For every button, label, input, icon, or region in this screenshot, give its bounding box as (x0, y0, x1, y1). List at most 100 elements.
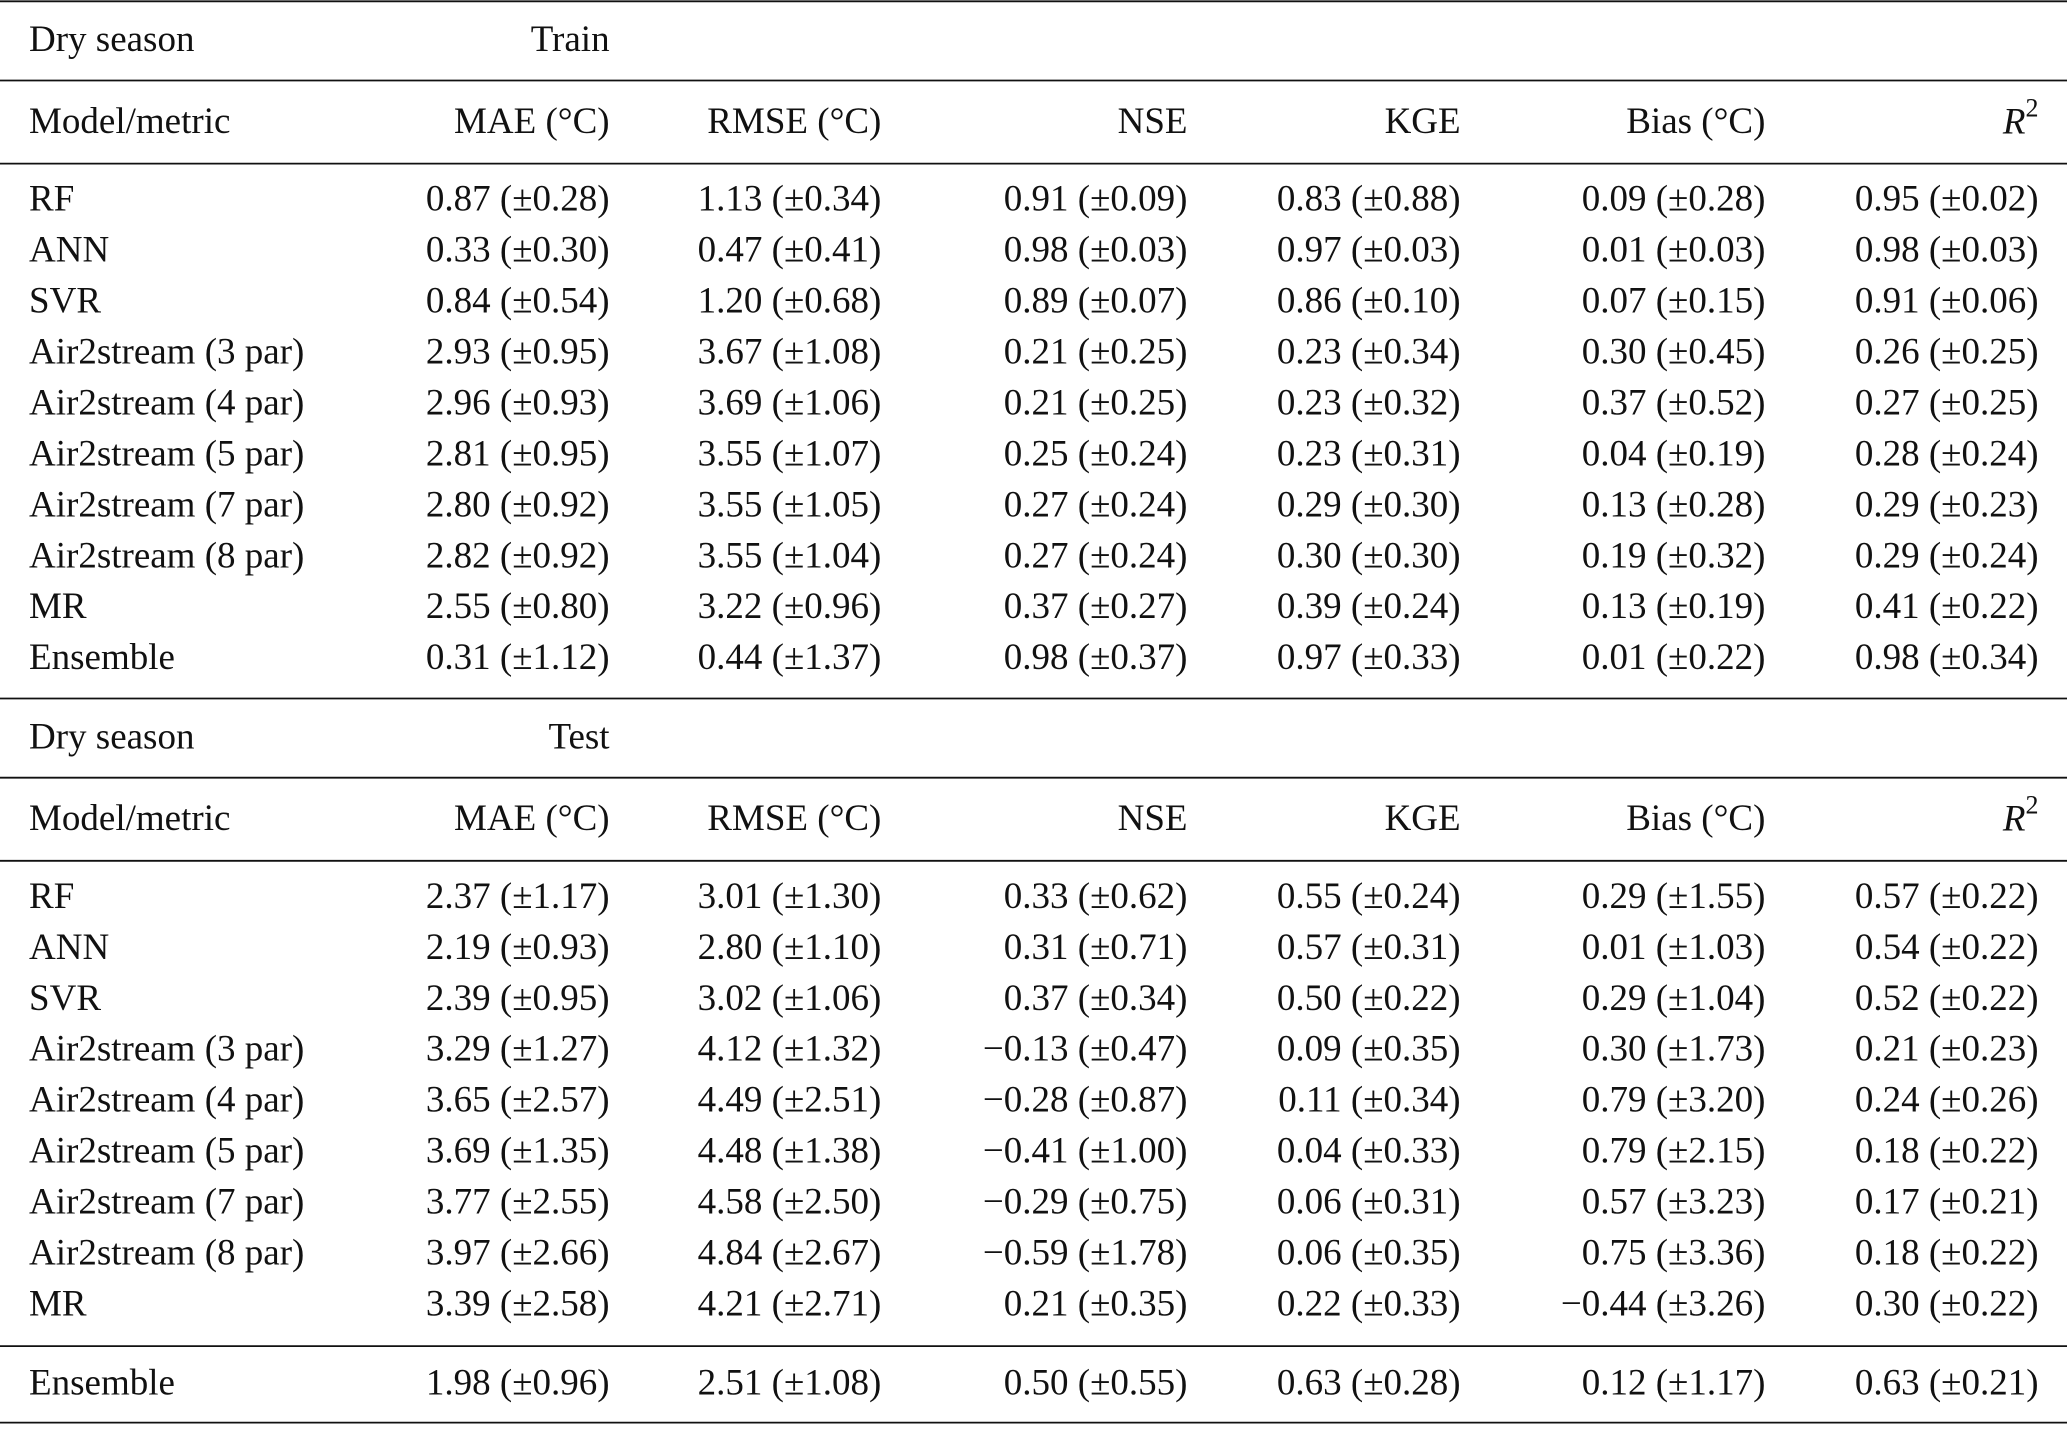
model-name: ANN (29, 230, 109, 271)
cell: 0.23 (±0.34) (1277, 332, 1461, 373)
model-name: Air2stream (8 par) (29, 1232, 304, 1273)
cell: 0.95 (±0.02) (1855, 179, 2039, 220)
cell: 1.20 (±0.68) (698, 281, 882, 322)
cell: 0.52 (±0.22) (1855, 978, 2039, 1019)
cell: 0.83 (±0.88) (1277, 179, 1461, 220)
cell: 0.24 (±0.26) (1855, 1080, 2039, 1121)
cell: 0.31 (±1.12) (426, 637, 610, 678)
column-header: KGE (1385, 101, 1461, 142)
cell: 4.12 (±1.32) (698, 1029, 882, 1070)
section-label: Dry season (29, 19, 194, 60)
cell: −0.28 (±0.87) (983, 1080, 1188, 1121)
cell: 0.21 (±0.25) (1004, 332, 1188, 373)
cell: −0.44 (±3.26) (1561, 1283, 1766, 1324)
cell: 2.19 (±0.93) (426, 927, 610, 968)
column-header: RMSE (°C) (707, 101, 881, 142)
column-header: NSE (1118, 798, 1188, 839)
cell: 1.98 (±0.96) (426, 1363, 610, 1404)
model-name: SVR (29, 281, 101, 322)
cell: 0.50 (±0.22) (1277, 978, 1461, 1019)
column-header: Model/metric (29, 798, 230, 839)
cell: 0.09 (±0.28) (1582, 179, 1766, 220)
model-name: Ensemble (29, 1363, 175, 1404)
cell: 0.89 (±0.07) (1004, 281, 1188, 322)
cell: 3.39 (±2.58) (426, 1283, 610, 1324)
cell: 0.30 (±0.22) (1855, 1283, 2039, 1324)
cell: 0.18 (±0.22) (1855, 1131, 2039, 1172)
cell: 0.57 (±0.22) (1855, 876, 2039, 917)
cell: 0.29 (±1.55) (1582, 876, 1766, 917)
cell: 0.98 (±0.03) (1004, 230, 1188, 271)
cell: 1.13 (±0.34) (698, 179, 882, 220)
cell: 0.63 (±0.21) (1855, 1363, 2039, 1404)
cell: 3.97 (±2.66) (426, 1232, 610, 1273)
cell: 4.49 (±2.51) (698, 1080, 882, 1121)
cell: 0.27 (±0.24) (1004, 484, 1188, 525)
model-name: Air2stream (4 par) (29, 1080, 304, 1121)
cell: 0.06 (±0.35) (1277, 1232, 1461, 1273)
column-header: RMSE (°C) (707, 798, 881, 839)
cell: 3.69 (±1.06) (698, 382, 882, 423)
model-name: Air2stream (7 par) (29, 1182, 304, 1223)
cell: 0.13 (±0.28) (1582, 484, 1766, 525)
cell: 0.01 (±0.22) (1582, 637, 1766, 678)
column-header: R2 (2002, 93, 2039, 142)
model-name: Air2stream (3 par) (29, 1029, 304, 1070)
cell: 0.01 (±0.03) (1582, 230, 1766, 271)
cell: 3.67 (±1.08) (698, 332, 882, 373)
cell: 2.51 (±1.08) (698, 1363, 882, 1404)
header-text: R (2002, 798, 2026, 839)
cell: 2.80 (±1.10) (698, 927, 882, 968)
cell: 0.19 (±0.32) (1582, 535, 1766, 576)
cell: 0.57 (±0.31) (1277, 927, 1461, 968)
model-name: Air2stream (5 par) (29, 1131, 304, 1172)
column-header: Bias (°C) (1626, 798, 1765, 839)
cell: −0.13 (±0.47) (983, 1029, 1188, 1070)
cell: 3.22 (±0.96) (698, 586, 882, 627)
cell: 0.04 (±0.19) (1582, 433, 1766, 474)
column-header: MAE (°C) (454, 798, 610, 839)
model-name: Air2stream (8 par) (29, 535, 304, 576)
cell: 2.55 (±0.80) (426, 586, 610, 627)
cell: 0.37 (±0.34) (1004, 978, 1188, 1019)
model-name: MR (29, 1283, 87, 1324)
cell: 0.21 (±0.23) (1855, 1029, 2039, 1070)
model-name: Ensemble (29, 637, 175, 678)
cell: 0.09 (±0.35) (1277, 1029, 1461, 1070)
cell: 0.27 (±0.24) (1004, 535, 1188, 576)
cell: 0.23 (±0.31) (1277, 433, 1461, 474)
cell: 0.41 (±0.22) (1855, 586, 2039, 627)
model-name: RF (29, 179, 74, 220)
cell: 0.50 (±0.55) (1004, 1363, 1188, 1404)
cell: 3.29 (±1.27) (426, 1029, 610, 1070)
cell: 0.23 (±0.32) (1277, 382, 1461, 423)
cell: 0.57 (±3.23) (1582, 1182, 1766, 1223)
cell: 2.39 (±0.95) (426, 978, 610, 1019)
model-name: ANN (29, 927, 109, 968)
cell: 3.02 (±1.06) (698, 978, 882, 1019)
cell: 0.86 (±0.10) (1277, 281, 1461, 322)
cell: 0.37 (±0.27) (1004, 586, 1188, 627)
cell: 0.27 (±0.25) (1855, 382, 2039, 423)
cell: −0.41 (±1.00) (983, 1131, 1188, 1172)
cell: 0.37 (±0.52) (1582, 382, 1766, 423)
cell: 2.81 (±0.95) (426, 433, 610, 474)
cell: 4.58 (±2.50) (698, 1182, 882, 1223)
cell: 0.21 (±0.35) (1004, 1283, 1188, 1324)
cell: 0.06 (±0.31) (1277, 1182, 1461, 1223)
cell: 0.98 (±0.34) (1855, 637, 2039, 678)
cell: 3.01 (±1.30) (698, 876, 882, 917)
cell: 0.29 (±0.24) (1855, 535, 2039, 576)
model-name: Air2stream (5 par) (29, 433, 304, 474)
cell: 0.29 (±1.04) (1582, 978, 1766, 1019)
section-split: Train (531, 19, 610, 60)
cell: 0.21 (±0.25) (1004, 382, 1188, 423)
column-header: Bias (°C) (1626, 101, 1765, 142)
header-sup: 2 (2026, 93, 2039, 122)
cell: 0.55 (±0.24) (1277, 876, 1461, 917)
column-header: Model/metric (29, 101, 230, 142)
section-label: Dry season (29, 716, 194, 757)
cell: 4.48 (±1.38) (698, 1131, 882, 1172)
cell: 0.17 (±0.21) (1855, 1182, 2039, 1223)
